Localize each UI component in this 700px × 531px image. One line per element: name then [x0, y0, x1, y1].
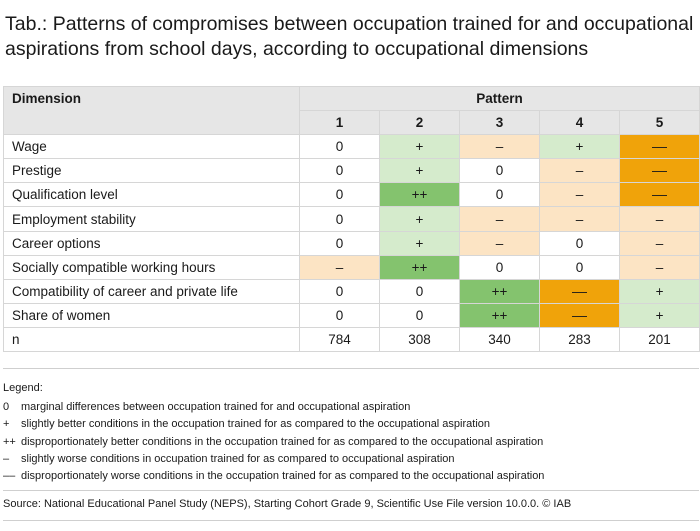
pattern-number: 4 — [539, 110, 620, 136]
legend-symbol: 0 — [3, 401, 10, 413]
row-label: Wage — [3, 134, 300, 160]
legend-symbol: ++ — [3, 435, 16, 448]
row-label: Career options — [3, 230, 300, 256]
table-cell: 0 — [299, 278, 380, 304]
legend-item: + slightly better conditions in the occup… — [3, 417, 544, 434]
legend-title: Legend: — [3, 382, 43, 394]
legend-text: slightly worse conditions in occupation … — [21, 452, 455, 465]
table-row: Wage 0 + – + –– — [3, 134, 700, 160]
pattern-number: 2 — [379, 110, 460, 136]
table-cell: – — [299, 254, 380, 280]
legend-item: ++ disproportionately better conditions i… — [3, 435, 544, 452]
table-cell: 784 — [299, 326, 380, 353]
table-cell: 0 — [299, 158, 380, 184]
table-cell: – — [618, 254, 700, 280]
table-cell: + — [379, 206, 460, 232]
table-row: Prestige 0 +0– –– — [3, 158, 700, 184]
table-cell: 0 — [539, 230, 620, 256]
legend: 0 marginal differences between occupation… — [3, 400, 544, 486]
table-cell: 308 — [379, 326, 460, 353]
divider — [3, 490, 699, 491]
table-row: Career options 0 + –0– — [3, 230, 700, 256]
table-cell: ++ — [379, 182, 460, 208]
legend-text: marginal differences between occupation … — [21, 401, 411, 413]
patterns-table: Dimension Pattern 1 2 3 4 5 Wage 0 + – + –– Pr… — [3, 85, 700, 353]
divider — [3, 520, 699, 521]
table-cell: ++ — [459, 302, 540, 328]
table-cell: – — [539, 182, 620, 208]
table-cell: –– — [618, 158, 700, 184]
table-cell: – — [539, 206, 620, 232]
table-row: Employment stability 0 + – – – — [3, 206, 700, 232]
pattern-header: Pattern — [298, 85, 700, 112]
table-cell: + — [618, 302, 700, 328]
legend-text: disproportionately better conditions in … — [21, 435, 544, 448]
table-cell: + — [379, 230, 460, 256]
table-row: Share of women 0 0 ++ –– + — [3, 302, 700, 328]
legend-symbol: –– — [3, 470, 16, 483]
row-label: n — [3, 326, 300, 353]
legend-item: 0 marginal differences between occupation… — [3, 400, 544, 417]
table-cell: 0 — [299, 230, 380, 256]
legend-text: slightly better conditions in the occupa… — [21, 418, 491, 431]
table-cell: 0 — [379, 302, 460, 328]
pattern-number: 5 — [618, 110, 700, 136]
table-cell: –– — [618, 182, 700, 208]
table-cell: –– — [539, 278, 620, 304]
pattern-number: 1 — [299, 110, 380, 136]
table-cell: – — [459, 206, 540, 232]
table-cell: – — [618, 206, 700, 232]
table-cell: – — [618, 230, 700, 256]
table-cell: 0 — [379, 278, 460, 304]
pattern-number: 3 — [459, 110, 540, 136]
table-cell: 0 — [299, 206, 380, 232]
legend-symbol: – — [3, 452, 10, 465]
table-cell: + — [618, 278, 700, 304]
table-cell: 0 — [299, 134, 380, 160]
table-cell: 201 — [618, 326, 700, 353]
table-cell: 0 — [539, 254, 620, 280]
table-cell: – — [459, 134, 540, 160]
table-cell: – — [459, 230, 540, 256]
table-row: n 784 308 340 283 201 — [3, 326, 700, 353]
divider — [3, 368, 699, 369]
table-cell: –– — [618, 134, 700, 160]
table-cell: ++ — [459, 278, 540, 304]
table-cell: –– — [539, 302, 620, 328]
row-label: Compatibility of career and private life — [3, 278, 300, 304]
table-cell: 283 — [539, 326, 620, 353]
table-cell: + — [539, 134, 620, 160]
row-label: Socially compatible working hours — [3, 254, 300, 280]
table-cell: 0 — [299, 182, 380, 208]
legend-symbol: + — [3, 418, 10, 431]
source-note: Source: National Educational Panel Study… — [3, 498, 572, 510]
table-cell: 340 — [459, 326, 540, 353]
table-cell: ++ — [379, 254, 460, 280]
row-label: Employment stability — [3, 206, 300, 232]
table-cell: 0 — [299, 302, 380, 328]
row-label: Share of women — [3, 302, 300, 328]
table-cell: 0 — [459, 182, 540, 208]
row-label: Prestige — [3, 158, 300, 184]
dimension-header: Dimension — [3, 85, 300, 136]
table-cell: 0 — [459, 254, 540, 280]
table-cell: + — [379, 134, 460, 160]
legend-text: disproportionately worse conditions in t… — [21, 470, 545, 483]
legend-item: –– disproportionately worse conditions in… — [3, 469, 544, 486]
table-cell: 0 — [459, 158, 540, 184]
table-row: Socially compatible working hours – ++ 0 0– — [3, 254, 700, 280]
page-title: Tab.: Patterns of compromises between oc… — [5, 13, 694, 60]
table-row: Qualification level 0 ++ 0– –– — [3, 182, 700, 208]
legend-item: – slightly worse conditions in occupation… — [3, 452, 544, 469]
table-cell: – — [539, 158, 620, 184]
table-cell: + — [379, 158, 460, 184]
row-label: Qualification level — [3, 182, 300, 208]
table-row: Compatibility of career and private life… — [3, 278, 700, 304]
